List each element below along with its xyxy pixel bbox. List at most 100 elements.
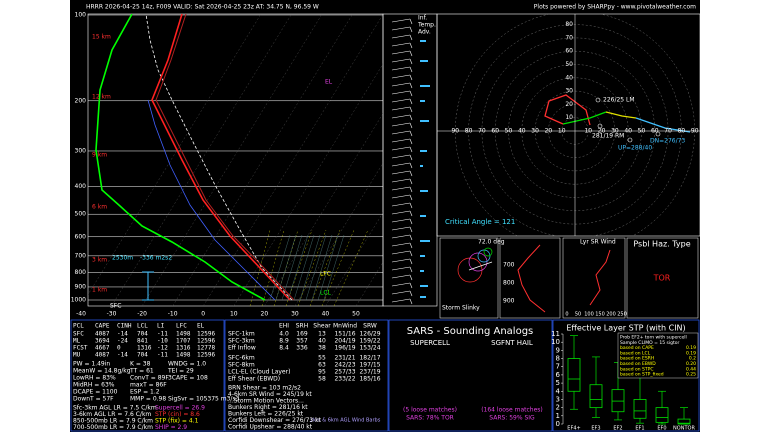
kin-cell: 357 <box>296 338 308 345</box>
index-cell: SigSvr = 105375 m3/s3 <box>168 396 240 403</box>
header-credit: Plots powered by SHARPpy - www.pivotalwe… <box>534 4 696 11</box>
pressure-label: 800 <box>75 269 87 276</box>
slinky-angle: 72.0 deg <box>478 239 505 246</box>
stp-category: EF4+ <box>567 426 580 432</box>
hodo-trace <box>605 111 637 119</box>
wind-barb-flag <box>409 98 413 105</box>
kin-cell: 13 <box>318 331 326 338</box>
wind-barb <box>391 282 411 287</box>
wind-barb <box>391 290 411 295</box>
parcel-header: LI <box>157 323 165 330</box>
background <box>70 0 700 432</box>
kin-cell: 197/15 <box>359 362 380 369</box>
parcel-cell: MU <box>73 352 81 359</box>
mixing-line <box>261 229 285 306</box>
parcel-cell: 4667 <box>95 345 110 352</box>
lapse-rate: 700-500mb LR = 7.9 C/km <box>73 424 153 431</box>
stp-ytick: 5 <box>556 379 560 387</box>
wind-barb <box>391 162 411 167</box>
wind-barb <box>391 26 411 31</box>
wind-barb <box>391 250 411 255</box>
sars-hail: SGFNT HAIL <box>491 339 533 347</box>
stp-category: EF3 <box>591 426 600 432</box>
index-cell: K = 38 <box>130 361 151 368</box>
lcl-label: LCL <box>320 290 332 297</box>
isotherm <box>233 63 383 306</box>
parcel-cell: 4087 <box>95 331 110 338</box>
advection-bar <box>420 85 430 87</box>
stp-legend: based on STP_fixed <box>620 372 664 378</box>
cloud-hatch <box>293 234 315 301</box>
storm-motion <box>595 97 601 103</box>
kin-label: SFC-1km <box>228 331 255 338</box>
isotherm <box>88 14 262 296</box>
kin-cell: 63 <box>318 362 326 369</box>
wind-barb-flag <box>409 170 413 177</box>
index-cell: DCAPE = 1100 <box>73 389 118 396</box>
parcel-cell: 1316 <box>176 345 191 352</box>
kin-cell: 231/21 <box>334 355 355 362</box>
adv-title: Inf. <box>418 15 427 22</box>
advection-bar <box>420 255 425 257</box>
ring-label: 40 <box>565 74 573 81</box>
parcel-header: CINH <box>117 323 132 330</box>
wind-barb-flag <box>409 250 413 257</box>
wind-barb <box>391 226 411 231</box>
stp-ytick: 9 <box>556 346 560 354</box>
wind-barb <box>391 146 411 151</box>
kin-label: Eff Inflow <box>228 345 256 352</box>
kin-cell: 196/19 <box>334 345 355 352</box>
hazard-title: Psbl Haz. Type <box>633 240 690 249</box>
wind-barb-flag <box>409 210 413 217</box>
wind-barb-flag <box>409 298 413 305</box>
hodograph-frame <box>436 13 701 237</box>
kin-label: SFC-8km <box>228 362 255 369</box>
stp-legend: Sample CLIMO = 15 sigtor <box>620 340 679 346</box>
stp-ytick: 11 <box>551 330 560 338</box>
parcel-cell: 704 <box>137 331 148 338</box>
theta-pressure: 700 <box>503 262 515 269</box>
parcel-cell: ML <box>73 338 81 345</box>
index-cell: 3CAPE = 108 <box>168 375 208 382</box>
mixing-line <box>321 229 355 306</box>
storm-motion <box>655 131 661 137</box>
barb-label: 1km & 6km AGL Wind Barbs <box>310 418 381 424</box>
sr-title: Lyr SR Wind <box>580 239 616 246</box>
kin-cell: 55 <box>318 355 326 362</box>
kin-label: SFC-3km <box>228 338 255 345</box>
cloud-hatch <box>275 234 297 301</box>
sars-hail-result: SARS: 59% SIG <box>489 415 535 422</box>
parcel-cell: 4087 <box>95 352 110 359</box>
temp-label: 20 <box>261 311 269 318</box>
parcel-header: LFC <box>176 323 187 330</box>
parcel-header: EL <box>197 323 205 330</box>
wind-barb <box>391 154 411 159</box>
wind-barb <box>391 122 411 127</box>
inflow-srh: -336 m2s2 <box>140 255 172 262</box>
stp-legend-box <box>617 332 699 379</box>
wind-barb <box>391 106 411 111</box>
parcel-cell: 1498 <box>176 352 191 359</box>
hodo-trace <box>544 94 591 126</box>
advection-bar <box>420 285 428 287</box>
parcel-cell: FCST <box>73 345 88 352</box>
stp-category: NONTOR <box>673 426 695 432</box>
stp-ytick: 2 <box>556 404 560 412</box>
wind-barb-flag <box>409 66 413 73</box>
pressure-label: 1000 <box>71 297 86 304</box>
left-mover: 226/25 LM <box>603 97 635 104</box>
sr-tick: 150 <box>595 312 605 318</box>
parcel-cell: 12596 <box>197 338 215 345</box>
virtual-temp <box>155 14 295 301</box>
stp-legend-value: 0.44 <box>686 366 696 372</box>
wind-barb-flag <box>409 274 413 281</box>
isotherm <box>172 14 353 306</box>
height-label: 3 km <box>92 257 107 264</box>
kin-extra: BRN Shear = 103 m2/s2 <box>228 385 301 392</box>
parcel-header: PCL <box>73 323 84 330</box>
index-cell: MeanW = 14.8g/kg <box>73 368 131 375</box>
hodo-trace <box>635 117 691 133</box>
kinematic-panel <box>224 319 389 432</box>
stp-legend-value: 0.19 <box>686 345 696 351</box>
temp-label: 0 <box>201 311 205 318</box>
